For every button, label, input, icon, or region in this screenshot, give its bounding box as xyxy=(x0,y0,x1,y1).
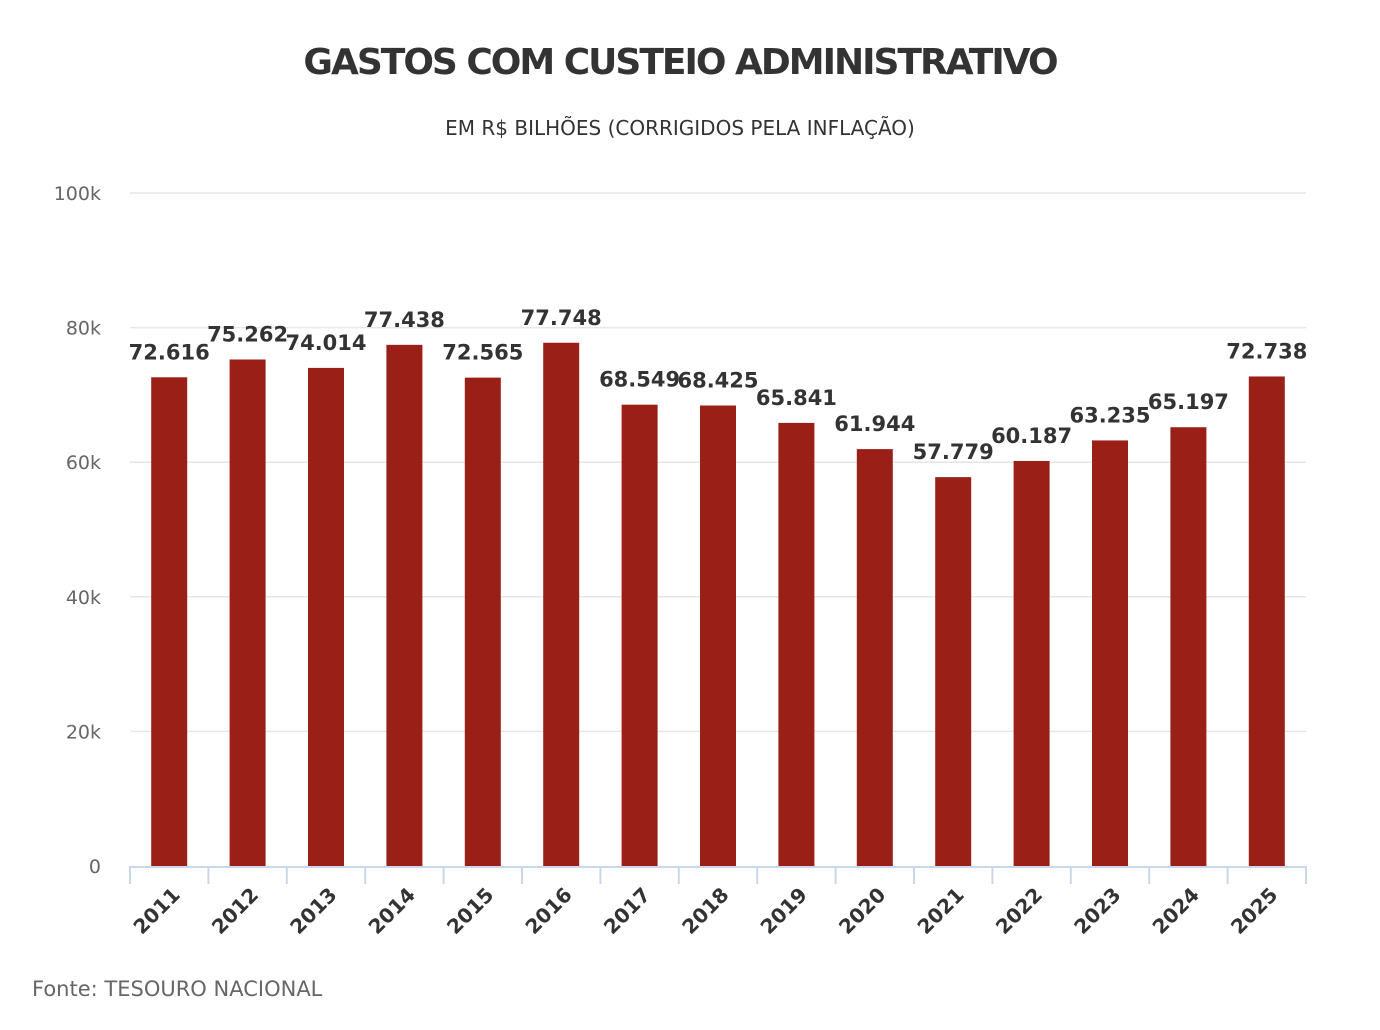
data-label: 72.565 xyxy=(442,341,523,365)
x-tick-label: 2020 xyxy=(834,883,890,939)
data-label: 65.197 xyxy=(1148,390,1229,414)
data-label: 68.425 xyxy=(677,368,758,392)
bar-2018 xyxy=(700,405,736,866)
data-label: 57.779 xyxy=(913,440,994,464)
bar-2023 xyxy=(1092,440,1128,866)
data-label: 65.841 xyxy=(756,386,837,410)
x-tick-label: 2024 xyxy=(1148,883,1204,939)
bar-2021 xyxy=(935,477,972,866)
data-label: 68.549 xyxy=(599,368,680,392)
x-tick-label: 2022 xyxy=(991,883,1047,939)
x-tick-label: 2017 xyxy=(599,883,655,939)
bar-2015 xyxy=(464,377,501,866)
data-label: 60.187 xyxy=(991,424,1072,448)
x-tick-label: 2012 xyxy=(207,883,263,939)
bar-2013 xyxy=(308,367,344,866)
x-tick-label: 2019 xyxy=(756,883,812,939)
y-tick-label: 60k xyxy=(66,452,101,474)
x-tick-label: 2014 xyxy=(364,883,420,939)
y-tick-label: 20k xyxy=(66,721,101,743)
y-tick-label: 40k xyxy=(66,587,101,609)
x-tick-label: 2015 xyxy=(442,883,498,939)
source-note: Fonte: TESOURO NACIONAL xyxy=(32,977,323,1001)
bar-2024 xyxy=(1170,427,1207,866)
data-label: 72.616 xyxy=(129,340,210,364)
data-label: 77.748 xyxy=(521,306,602,330)
chart-title: GASTOS COM CUSTEIO ADMINISTRATIVO xyxy=(303,42,1058,83)
x-tick-label: 2013 xyxy=(285,883,341,939)
bar-2020 xyxy=(856,449,893,866)
y-tick-label: 80k xyxy=(66,318,101,340)
data-label: 77.438 xyxy=(364,308,445,332)
bar-2022 xyxy=(1013,460,1050,866)
data-label: 75.262 xyxy=(207,322,288,346)
x-tick-label: 2018 xyxy=(677,883,733,939)
data-label: 61.944 xyxy=(834,412,915,436)
bar-2011 xyxy=(151,377,188,866)
x-tick-label: 2025 xyxy=(1226,883,1282,939)
x-tick-label: 2016 xyxy=(520,883,576,939)
data-label: 72.738 xyxy=(1226,339,1307,363)
bar-2016 xyxy=(543,342,580,866)
chart-subtitle: EM R$ BILHÕES (CORRIGIDOS PELA INFLAÇÃO) xyxy=(445,116,915,140)
data-label: 63.235 xyxy=(1069,403,1150,427)
bar-2012 xyxy=(229,359,266,866)
bar-2019 xyxy=(778,422,815,866)
y-tick-label: 0 xyxy=(89,856,101,878)
x-tick-label: 2011 xyxy=(128,883,184,939)
x-tick-label: 2023 xyxy=(1069,883,1125,939)
x-tick-label: 2021 xyxy=(912,883,968,939)
bar-2025 xyxy=(1248,376,1285,866)
data-label: 74.014 xyxy=(285,331,366,355)
y-tick-label: 100k xyxy=(54,183,101,205)
bar-2017 xyxy=(621,404,658,866)
bar-2014 xyxy=(386,344,423,866)
